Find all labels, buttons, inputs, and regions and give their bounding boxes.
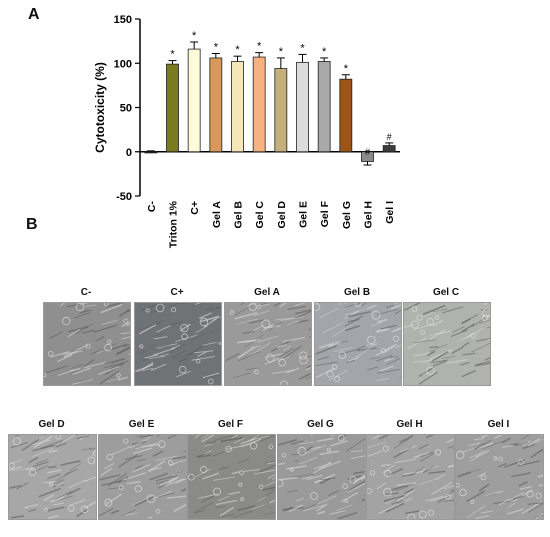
x-tick-label: Gel G bbox=[341, 201, 353, 229]
cell-micrograph-image bbox=[43, 302, 131, 386]
significance-marker: * bbox=[300, 42, 305, 54]
significance-marker: * bbox=[170, 49, 175, 61]
cell-micrograph-image bbox=[277, 434, 366, 520]
significance-marker: * bbox=[214, 42, 219, 54]
cell-micrograph-image bbox=[8, 434, 97, 520]
cell-micrograph-image bbox=[455, 434, 544, 520]
y-axis-title: Cytotoxicity (%) bbox=[93, 62, 107, 153]
significance-marker: * bbox=[192, 30, 197, 42]
x-tick-label: Gel B bbox=[233, 201, 245, 229]
cytotoxicity-bar-chart: -50 0 50 100 150 Cytotoxicity (%) C- * Triton 1%… bbox=[93, 14, 400, 248]
significance-marker: * bbox=[279, 46, 284, 58]
significance-marker: * bbox=[257, 41, 262, 53]
significance-marker: # bbox=[365, 147, 370, 157]
x-tick-label: Gel D bbox=[276, 201, 288, 229]
micrograph-label: C+ bbox=[170, 287, 184, 298]
cell-micrograph-image bbox=[98, 434, 187, 520]
micrograph-label: Gel C bbox=[432, 287, 460, 298]
x-tick-label: Gel C bbox=[254, 201, 266, 229]
cell-micrograph-image bbox=[403, 302, 491, 386]
micrograph-label: Gel H bbox=[396, 419, 423, 430]
bar bbox=[209, 57, 223, 153]
bar bbox=[296, 61, 309, 153]
bar bbox=[274, 68, 288, 153]
y-tick-label: 50 bbox=[120, 103, 132, 115]
micrograph-label: Gel E bbox=[128, 419, 155, 430]
micrograph-label: C- bbox=[80, 287, 92, 298]
bar bbox=[144, 151, 158, 154]
cell-micrograph-image bbox=[366, 434, 455, 520]
significance-marker: * bbox=[235, 44, 240, 56]
micrograph-label: Gel B bbox=[343, 287, 371, 298]
x-tick-label: Gel I bbox=[384, 201, 396, 224]
cell-micrograph-image bbox=[187, 434, 276, 520]
cell-micrograph-image bbox=[314, 302, 402, 386]
x-tick-label: Gel A bbox=[211, 201, 223, 228]
x-tick-label: C- bbox=[146, 201, 158, 213]
significance-marker: * bbox=[344, 63, 349, 75]
x-tick-label: Gel F bbox=[319, 200, 331, 227]
x-tick-label: Gel E bbox=[298, 201, 310, 228]
bar bbox=[317, 61, 331, 153]
bar bbox=[231, 61, 244, 153]
y-tick-label: -50 bbox=[116, 191, 132, 203]
bar bbox=[166, 63, 179, 153]
y-tick-label: 0 bbox=[126, 147, 132, 159]
x-tick-label: Triton 1% bbox=[168, 200, 180, 248]
x-tick-label: Gel H bbox=[363, 201, 375, 228]
bar bbox=[252, 56, 266, 153]
bar bbox=[187, 48, 201, 153]
micrograph-label: Gel F bbox=[217, 419, 243, 430]
significance-marker: # bbox=[387, 132, 392, 142]
y-tick-label: 150 bbox=[114, 14, 132, 26]
micrograph-label: Gel D bbox=[38, 419, 65, 430]
micrograph-label: Gel G bbox=[307, 419, 334, 430]
panel-a-label: A bbox=[28, 6, 40, 23]
significance-marker: * bbox=[322, 46, 327, 58]
cell-micrograph-image bbox=[134, 302, 222, 386]
x-tick-label: C+ bbox=[189, 201, 201, 215]
micrograph-label: Gel I bbox=[487, 419, 510, 430]
panel-b-label: B bbox=[26, 216, 38, 233]
micrograph-label: Gel A bbox=[254, 287, 280, 298]
cell-micrograph-image bbox=[224, 302, 312, 386]
y-tick-label: 100 bbox=[114, 58, 132, 70]
bar bbox=[339, 78, 353, 153]
bar bbox=[382, 145, 396, 153]
